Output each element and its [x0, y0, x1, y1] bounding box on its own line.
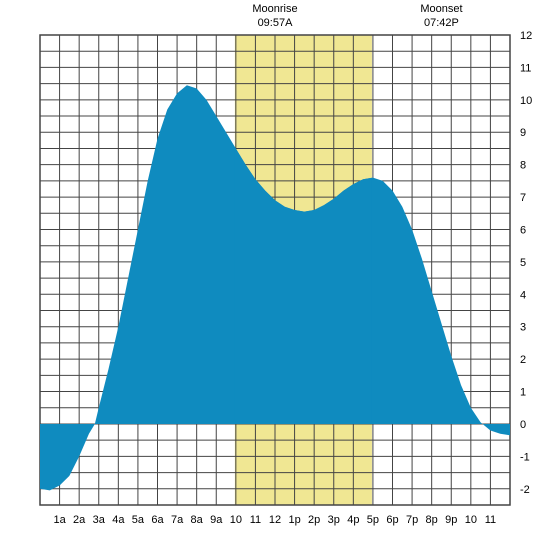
x-tick-label: 5p [367, 514, 379, 526]
y-tick-label: -2 [520, 484, 530, 496]
x-tick-label: 2a [73, 514, 86, 526]
y-tick-label: 3 [520, 322, 526, 334]
x-tick-label: 11 [250, 514, 261, 526]
x-tick-label: 4p [347, 514, 359, 526]
y-tick-label: 8 [520, 160, 526, 172]
x-tick-label: 5a [132, 514, 145, 526]
y-tick-label: 7 [520, 192, 526, 204]
y-tick-label: 12 [520, 30, 532, 42]
y-tick-label: 9 [520, 127, 526, 139]
annotation-title: Moonrise [252, 3, 297, 15]
x-tick-label: 6a [151, 514, 164, 526]
x-tick-label: 7p [406, 514, 418, 526]
chart-svg: 1a2a3a4a5a6a7a8a9a1011121p2p3p4p5p6p7p8p… [0, 0, 550, 550]
y-tick-label: 2 [520, 354, 526, 366]
y-tick-label: 11 [520, 62, 531, 74]
x-tick-label: 8p [426, 514, 438, 526]
y-tick-label: 5 [520, 257, 526, 269]
annotation-title: Moonset [420, 3, 462, 15]
x-tick-label: 1a [53, 514, 66, 526]
annotation-time: 07:42P [424, 17, 459, 29]
x-tick-label: 8a [191, 514, 204, 526]
y-tick-label: 10 [520, 95, 532, 107]
x-tick-label: 9p [445, 514, 457, 526]
x-tick-label: 10 [230, 514, 242, 526]
x-tick-label: 4a [112, 514, 125, 526]
x-tick-label: 7a [171, 514, 184, 526]
y-tick-label: 6 [520, 224, 526, 236]
y-tick-label: 0 [520, 419, 526, 431]
x-tick-label: 2p [308, 514, 320, 526]
x-tick-label: 6p [386, 514, 398, 526]
tide-chart: 1a2a3a4a5a6a7a8a9a1011121p2p3p4p5p6p7p8p… [0, 0, 550, 550]
x-tick-label: 9a [210, 514, 223, 526]
y-tick-label: -1 [520, 451, 530, 463]
y-tick-label: 1 [520, 387, 526, 399]
x-tick-label: 12 [269, 514, 281, 526]
x-tick-label: 11 [485, 514, 496, 526]
x-tick-label: 1p [288, 514, 300, 526]
x-tick-label: 10 [465, 514, 477, 526]
x-tick-label: 3a [93, 514, 106, 526]
annotation-time: 09:57A [258, 17, 294, 29]
y-tick-label: 4 [520, 289, 526, 301]
x-tick-label: 3p [328, 514, 340, 526]
